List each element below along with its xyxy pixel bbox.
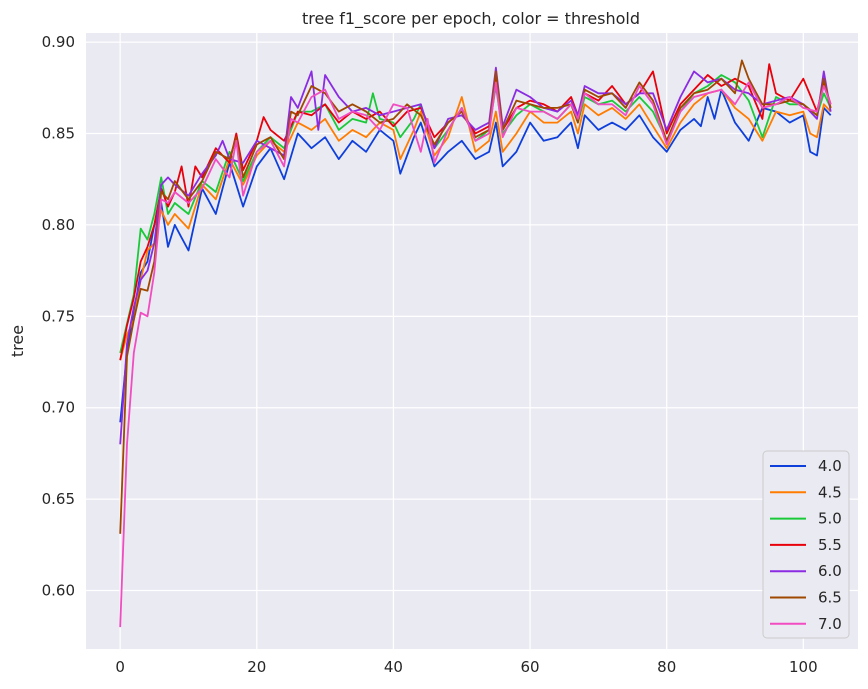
legend-label: 5.5 [818,536,842,554]
chart-title: tree f1_score per epoch, color = thresho… [302,9,640,29]
legend-label: 6.5 [818,589,842,607]
y-axis-ticks: 0.60 0.65 0.70 0.75 0.80 0.85 0.90 [42,33,75,599]
y-tick-label: 0.85 [42,125,75,143]
series-line-6-5 [119,59,832,534]
series-lines [119,59,832,628]
legend-item: 7.0 [770,615,842,633]
y-tick-label: 0.80 [42,216,75,234]
y-tick-label: 0.75 [42,307,75,325]
x-tick-label: 0 [115,658,125,676]
legend-item: 6.5 [770,589,842,607]
x-tick-label: 20 [247,658,266,676]
series-line-4-0 [119,88,832,423]
x-tick-label: 60 [521,658,540,676]
legend-label: 4.0 [818,457,842,475]
x-tick-label: 80 [657,658,676,676]
legend-label: 4.5 [818,483,842,501]
legend-item: 4.0 [770,457,842,475]
x-tick-label: 40 [384,658,403,676]
legend-label: 6.0 [818,562,842,580]
legend-item: 5.0 [770,510,842,528]
y-axis-label: tree [8,325,27,357]
y-tick-label: 0.70 [42,399,75,417]
legend-label: 5.0 [818,510,842,528]
x-tick-label: 100 [789,658,818,676]
series-line-7-0 [119,81,832,628]
legend: 4.0 4.5 5.0 5.5 6.0 6.5 7.0 [762,450,850,639]
y-tick-label: 0.60 [42,582,75,600]
legend-item: 4.5 [770,483,842,501]
legend-item: 5.5 [770,536,842,554]
legend-entries: 4.0 4.5 5.0 5.5 6.0 6.5 7.0 [770,457,842,633]
y-tick-label: 0.65 [42,490,75,508]
legend-label: 7.0 [818,615,842,633]
x-axis-ticks: 0 20 40 60 80 100 [115,658,817,676]
y-tick-label: 0.90 [42,33,75,51]
legend-item: 6.0 [770,562,842,580]
